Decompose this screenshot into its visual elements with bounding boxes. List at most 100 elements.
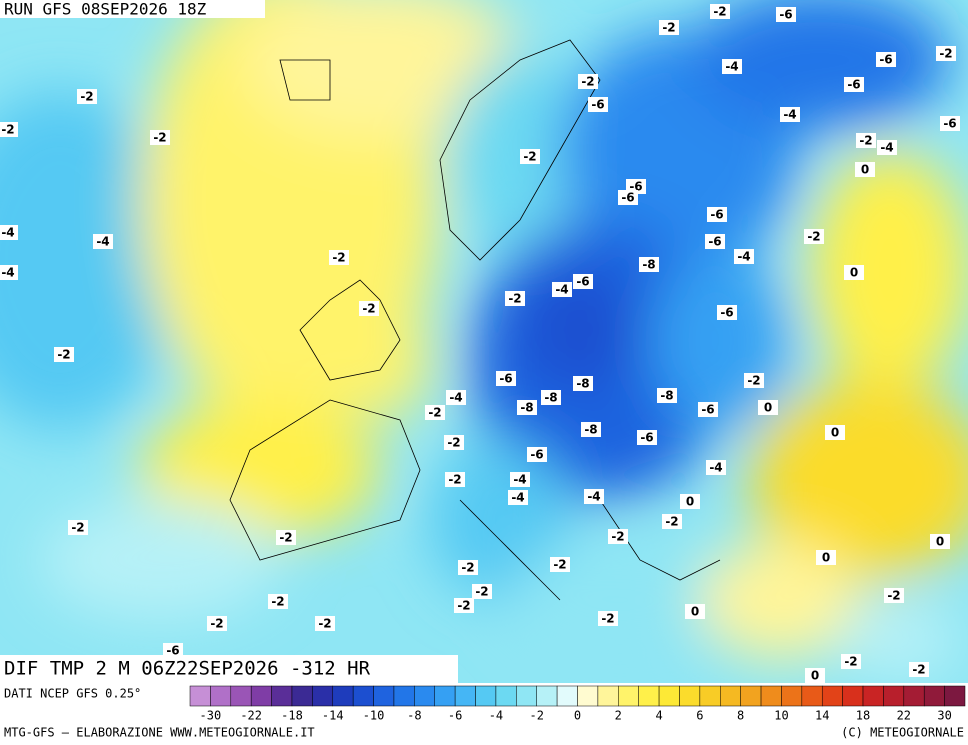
label-box — [618, 190, 638, 205]
colorbar-swatch — [250, 685, 272, 707]
colorbar-tick-label: -2 — [529, 709, 543, 723]
contour-label: -6 — [621, 191, 634, 205]
label-box — [315, 616, 335, 631]
contour-label: -2 — [523, 150, 536, 164]
contour-label: -2 — [57, 348, 70, 362]
colorbar-swatch — [352, 685, 374, 707]
label-box — [744, 373, 764, 388]
contour-label: -6 — [591, 98, 604, 112]
contour-label: -6 — [640, 431, 653, 445]
label-box — [0, 265, 18, 280]
contour-label: -8 — [576, 377, 589, 391]
label-box — [520, 149, 540, 164]
label-box — [706, 460, 726, 475]
label-box — [884, 588, 904, 603]
colorbar-swatch — [679, 685, 701, 707]
label-box — [816, 550, 836, 565]
run-title: RUN GFS 08SEP2026 18Z — [4, 0, 207, 19]
contour-label: -2 — [448, 473, 461, 487]
contour-label: -6 — [499, 372, 512, 386]
colorbar-swatch — [821, 685, 843, 707]
label-box — [68, 520, 88, 535]
label-box — [588, 97, 608, 112]
contour-label: -2 — [457, 599, 470, 613]
contour-label: 0 — [764, 401, 772, 415]
contour-label: -2 — [271, 595, 284, 609]
colorbar-tick-label: 30 — [937, 709, 951, 723]
label-box — [841, 654, 861, 669]
contour-label: -6 — [720, 306, 733, 320]
label-box — [717, 305, 737, 320]
label-box — [77, 89, 97, 104]
contour-label: -2 — [939, 47, 952, 61]
contour-label: -6 — [879, 53, 892, 67]
contour-label: -2 — [844, 655, 857, 669]
label-box — [552, 282, 572, 297]
label-box — [0, 122, 18, 137]
label-box — [445, 472, 465, 487]
colorbar-tick-label: -14 — [322, 709, 344, 723]
contour-label: -4 — [1, 266, 14, 280]
colorbar-swatch — [556, 685, 578, 707]
contour-label: -2 — [210, 617, 223, 631]
copyright: (C) METEOGIORNALE — [841, 726, 964, 740]
colorbar-swatch — [393, 685, 415, 707]
colorbar-swatch — [842, 685, 864, 707]
contour-label: -4 — [880, 141, 893, 155]
contour-label: -4 — [783, 108, 796, 122]
label-box — [734, 249, 754, 264]
label-box — [54, 347, 74, 362]
colorbar-swatch — [332, 685, 354, 707]
colorbar-tick-label: -18 — [281, 709, 303, 723]
colorbar-swatch — [210, 685, 232, 707]
contour-label: -2 — [508, 292, 521, 306]
label-box — [758, 400, 778, 415]
label-box — [573, 376, 593, 391]
colorbar-tick-label: -8 — [407, 709, 421, 723]
label-box — [329, 250, 349, 265]
contour-label: -4 — [511, 491, 524, 505]
label-box — [930, 534, 950, 549]
label-box — [722, 59, 742, 74]
colorbar-swatch — [740, 685, 762, 707]
contour-label: -2 — [601, 612, 614, 626]
field-title: DIF TMP 2 M 06Z22SEP2026 -312 HR — [4, 658, 371, 680]
label-box — [573, 274, 593, 289]
colorbar-swatch — [658, 685, 680, 707]
colorbar-tick-label: 10 — [774, 709, 788, 723]
label-box — [637, 430, 657, 445]
colorbar-swatch — [699, 685, 721, 707]
colorbar-tick-label: 8 — [737, 709, 744, 723]
label-box — [705, 234, 725, 249]
label-box — [855, 162, 875, 177]
contour-label: -2 — [859, 134, 872, 148]
colorbar-swatch — [312, 685, 334, 707]
label-box — [698, 402, 718, 417]
colorbar-swatch — [883, 685, 905, 707]
contour-label: 0 — [831, 426, 839, 440]
colorbar-swatch — [618, 685, 639, 707]
header-box — [0, 0, 265, 18]
contour-label: -4 — [449, 391, 462, 405]
contour-label: -6 — [943, 117, 956, 131]
label-box — [825, 425, 845, 440]
contour-label: 0 — [861, 163, 869, 177]
contour-label: -2 — [475, 585, 488, 599]
contour-label: -4 — [737, 250, 750, 264]
label-box — [844, 77, 864, 92]
label-box — [680, 494, 700, 509]
colorbar-swatch — [903, 685, 925, 707]
anomaly-field — [0, 0, 968, 683]
label-box — [0, 225, 18, 240]
label-box — [458, 560, 478, 575]
contour-label: -2 — [80, 90, 93, 104]
colorbar-swatch — [638, 685, 660, 707]
contour-label: -4 — [709, 461, 722, 475]
colorbar-swatch — [454, 685, 476, 707]
label-box — [659, 20, 679, 35]
label-box — [804, 229, 824, 244]
contour-label: 0 — [850, 266, 858, 280]
contour-label: -4 — [96, 235, 109, 249]
contour-label: 0 — [686, 495, 694, 509]
colorbar-swatch — [760, 685, 782, 707]
